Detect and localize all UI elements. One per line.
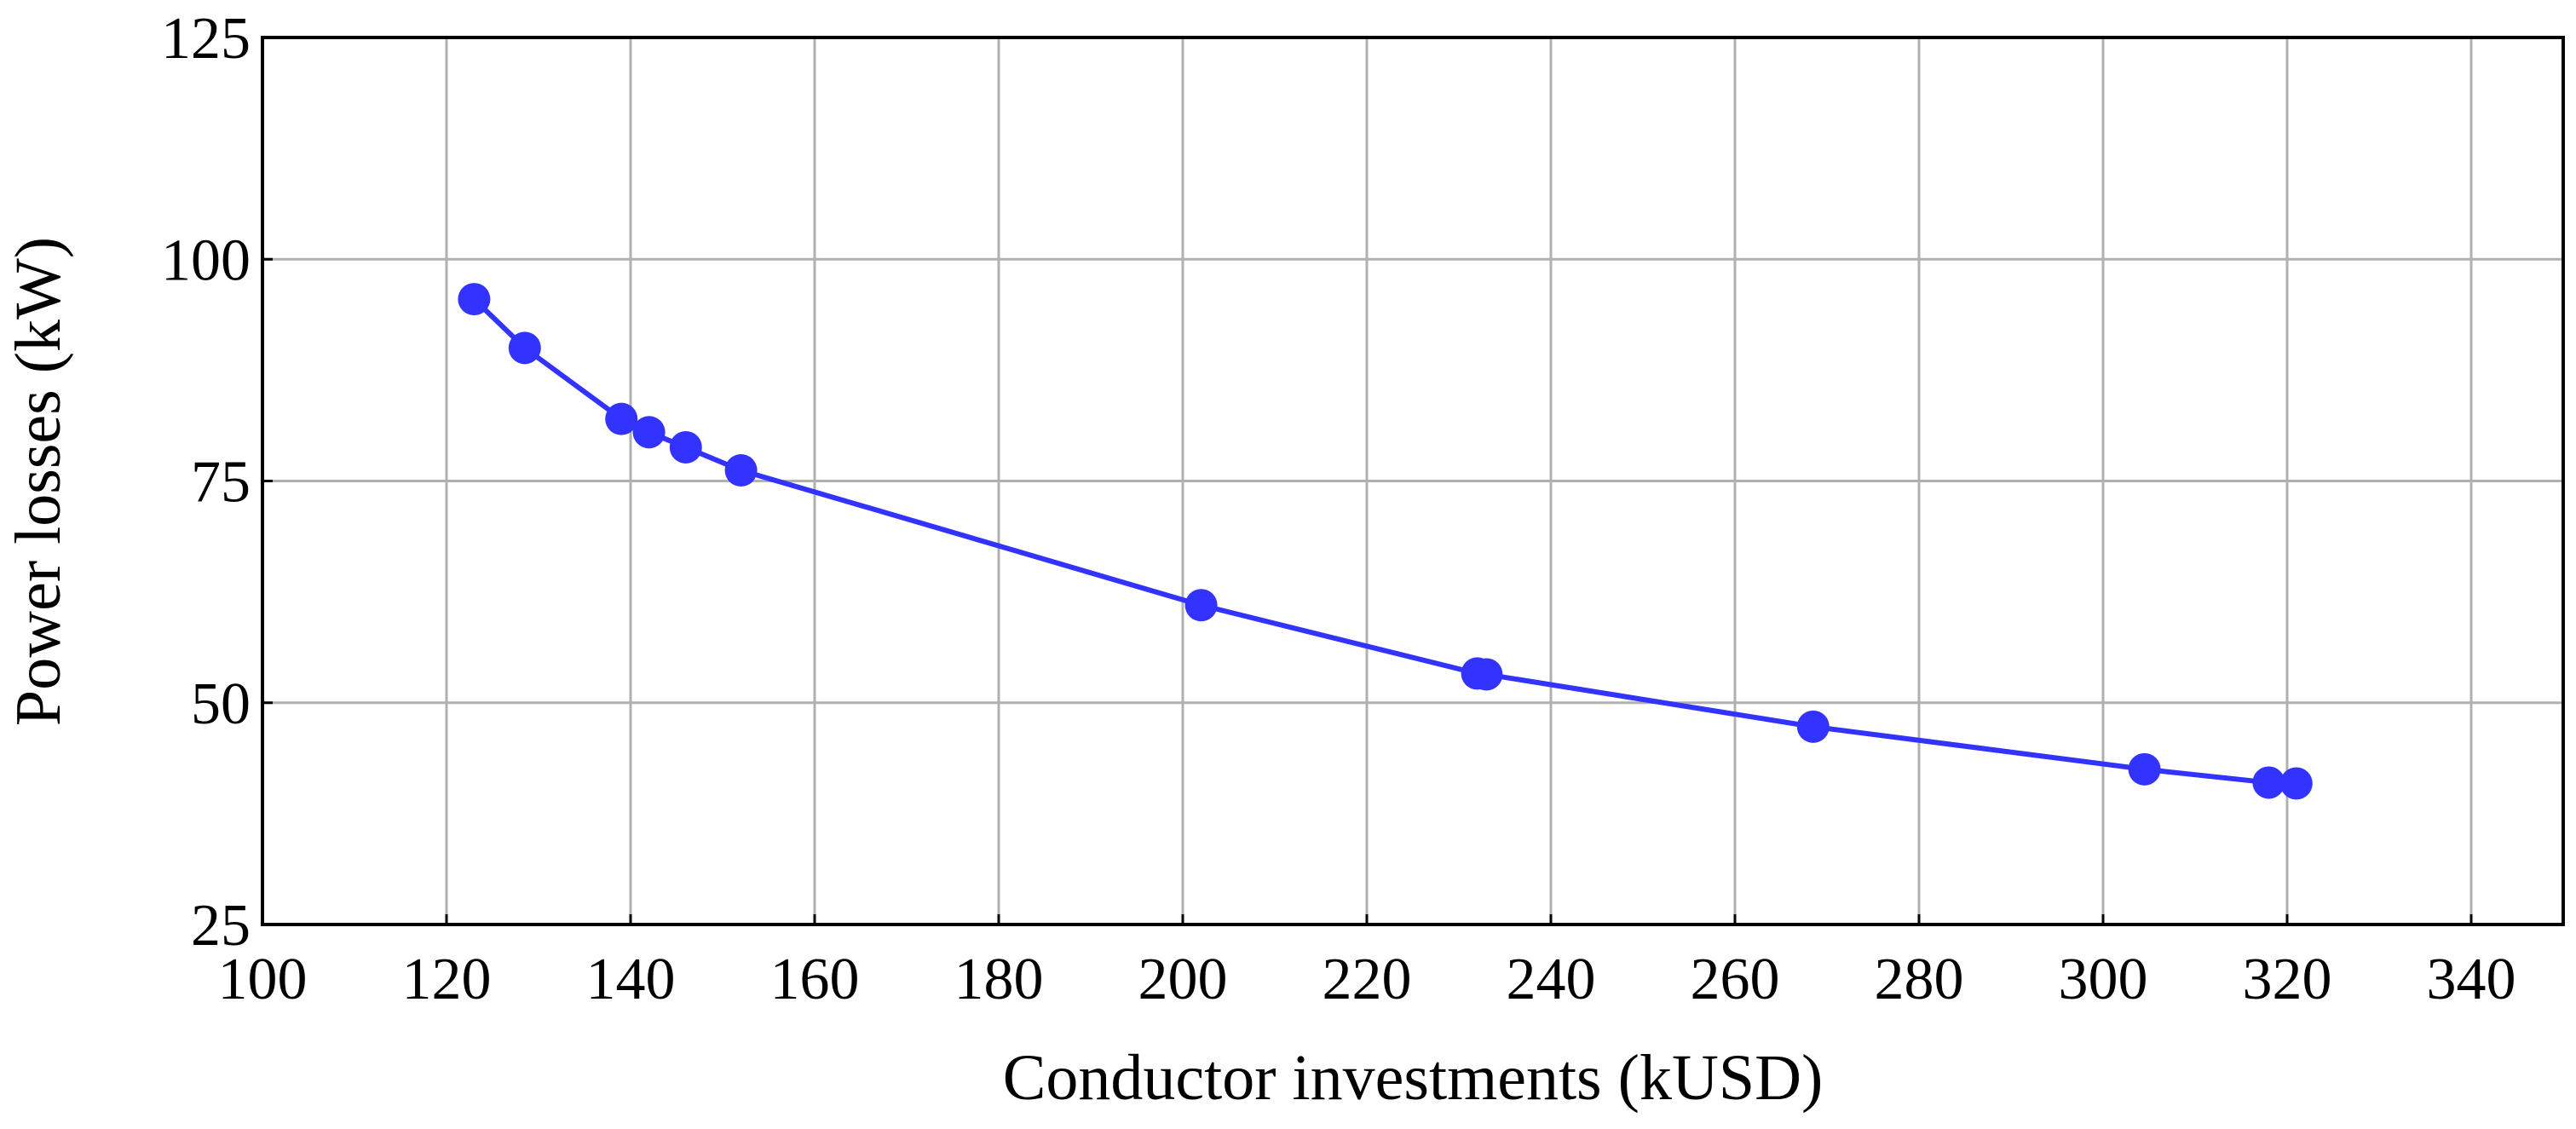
marker [1796,710,1830,743]
line [472,297,2297,786]
x-tick-label: 120 [402,947,492,1012]
marker [2279,767,2313,800]
y-tick-label: 50 [191,671,251,737]
marker [724,454,758,487]
x-tick-label: 200 [1138,947,1228,1012]
y-tick-label: 75 [191,450,251,516]
x-tick-label: 280 [1875,947,1964,1012]
x-tick-label: 220 [1323,947,1412,1012]
x-tick-label: 340 [2427,947,2516,1012]
x-tick-label: 320 [2243,947,2332,1012]
x-tick-label: 100 [218,947,308,1012]
x-tick-label: 300 [2059,947,2148,1012]
marker [1184,589,1218,622]
y-tick-label: 100 [161,228,251,293]
y-tick-label: 125 [161,6,251,72]
marker [1470,658,1503,691]
x-tick-label: 140 [586,947,676,1012]
marker [632,416,666,449]
x-tick-label: 160 [770,947,860,1012]
marker [2252,766,2285,799]
marker [458,283,491,316]
y-tick-label: 25 [191,893,251,959]
marker [508,331,541,365]
x-tick-label: 240 [1507,947,1596,1012]
marker [669,430,702,464]
x-tick-label: 260 [1691,947,1780,1012]
x-tick-label: 180 [954,947,1044,1012]
plot-frame [261,36,2565,926]
marker [2128,752,2161,786]
x-axis-title: Conductor investments (kUSD) [1003,1042,1824,1114]
marker [605,402,638,435]
y-axis-title: Power losses (kW) [3,237,74,726]
